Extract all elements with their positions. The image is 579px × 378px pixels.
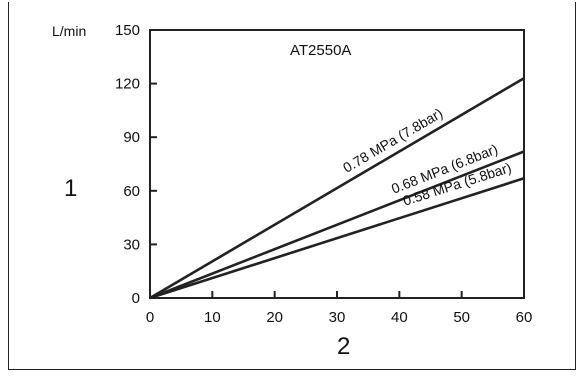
y-tick-label: 90 [123,129,140,146]
x-tick-label: 60 [516,309,533,326]
series-line [149,177,525,300]
y-axis-label: 1 [64,175,77,202]
chart-title: AT2550A [290,42,351,59]
y-unit-label: L/min [52,23,86,39]
x-axis-label: 2 [337,333,350,360]
y-tick-label: 60 [123,183,140,200]
series-line [149,150,525,300]
y-tick-label: 0 [132,290,140,307]
chart-frame [8,2,576,370]
x-tick-label: 20 [266,309,283,326]
y-tick-label: 120 [115,76,140,93]
x-axis-ticks: 0 10 20 30 40 50 60 [146,291,533,326]
y-tick-label: 150 [115,22,140,39]
y-axis-ticks: 0 30 60 90 120 150 [115,22,157,307]
x-tick-label: 30 [329,309,346,326]
x-tick-label: 10 [204,309,221,326]
x-tick-label: 40 [391,309,408,326]
series-lines [149,77,525,300]
y-tick-label: 30 [123,236,140,253]
x-tick-label: 50 [453,309,470,326]
x-tick-label: 0 [146,309,154,326]
series-line [149,77,525,300]
series-labels: 0.78 MPa (7.8bar)0.68 MPa (6.8bar)0.58 M… [340,105,513,209]
